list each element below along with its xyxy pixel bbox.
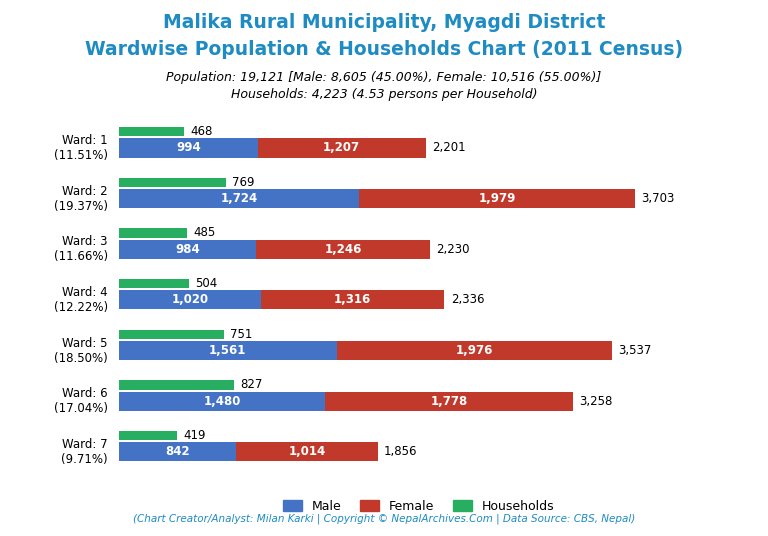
Text: Wardwise Population & Households Chart (2011 Census): Wardwise Population & Households Chart (… <box>85 40 683 59</box>
Text: 984: 984 <box>175 243 200 256</box>
Text: 827: 827 <box>240 378 263 391</box>
Text: 994: 994 <box>176 142 200 154</box>
Text: 1,856: 1,856 <box>384 445 417 458</box>
Bar <box>119 341 336 360</box>
Text: 1,561: 1,561 <box>209 344 247 357</box>
Text: 1,979: 1,979 <box>478 192 516 205</box>
Bar <box>119 178 226 187</box>
Text: 1,207: 1,207 <box>323 142 360 154</box>
Bar <box>119 330 223 339</box>
Text: 2,336: 2,336 <box>451 293 485 307</box>
Text: 468: 468 <box>190 125 213 138</box>
Bar <box>119 290 261 309</box>
Bar <box>256 240 430 259</box>
Bar <box>119 381 234 390</box>
Text: 3,537: 3,537 <box>618 344 651 357</box>
Bar <box>119 127 184 136</box>
Text: 1,480: 1,480 <box>204 394 241 408</box>
Text: 1,778: 1,778 <box>430 394 468 408</box>
Text: 3,258: 3,258 <box>579 394 613 408</box>
Bar <box>119 189 359 208</box>
Text: 1,020: 1,020 <box>171 293 209 307</box>
Text: 1,976: 1,976 <box>455 344 493 357</box>
Text: Population: 19,121 [Male: 8,605 (45.00%), Female: 10,516 (55.00%)]: Population: 19,121 [Male: 8,605 (45.00%)… <box>167 71 601 84</box>
Text: 1,724: 1,724 <box>220 192 258 205</box>
Bar <box>237 442 378 461</box>
Bar <box>261 290 445 309</box>
Text: (Chart Creator/Analyst: Milan Karki | Copyright © NepalArchives.Com | Data Sourc: (Chart Creator/Analyst: Milan Karki | Co… <box>133 513 635 524</box>
Text: 1,246: 1,246 <box>324 243 362 256</box>
Bar <box>119 228 187 237</box>
Bar <box>119 240 256 259</box>
Text: 504: 504 <box>196 277 218 290</box>
Text: 2,230: 2,230 <box>436 243 469 256</box>
Bar <box>119 442 237 461</box>
Text: 842: 842 <box>165 445 190 458</box>
Bar <box>257 138 425 158</box>
Bar <box>359 189 635 208</box>
Bar <box>119 279 189 288</box>
Text: Households: 4,223 (4.53 persons per Household): Households: 4,223 (4.53 persons per Hous… <box>230 88 538 101</box>
Text: 3,703: 3,703 <box>641 192 674 205</box>
Bar <box>119 138 257 158</box>
Bar <box>119 431 177 440</box>
Text: 751: 751 <box>230 328 253 341</box>
Text: 1,014: 1,014 <box>288 445 326 458</box>
Text: 419: 419 <box>184 429 206 442</box>
Bar <box>325 392 573 411</box>
Legend: Male, Female, Households: Male, Female, Households <box>278 495 559 518</box>
Text: Malika Rural Municipality, Myagdi District: Malika Rural Municipality, Myagdi Distri… <box>163 13 605 32</box>
Text: 2,201: 2,201 <box>432 142 465 154</box>
Text: 769: 769 <box>233 176 255 189</box>
Text: 485: 485 <box>193 227 215 240</box>
Text: 1,316: 1,316 <box>334 293 372 307</box>
Bar <box>119 392 325 411</box>
Bar <box>336 341 612 360</box>
